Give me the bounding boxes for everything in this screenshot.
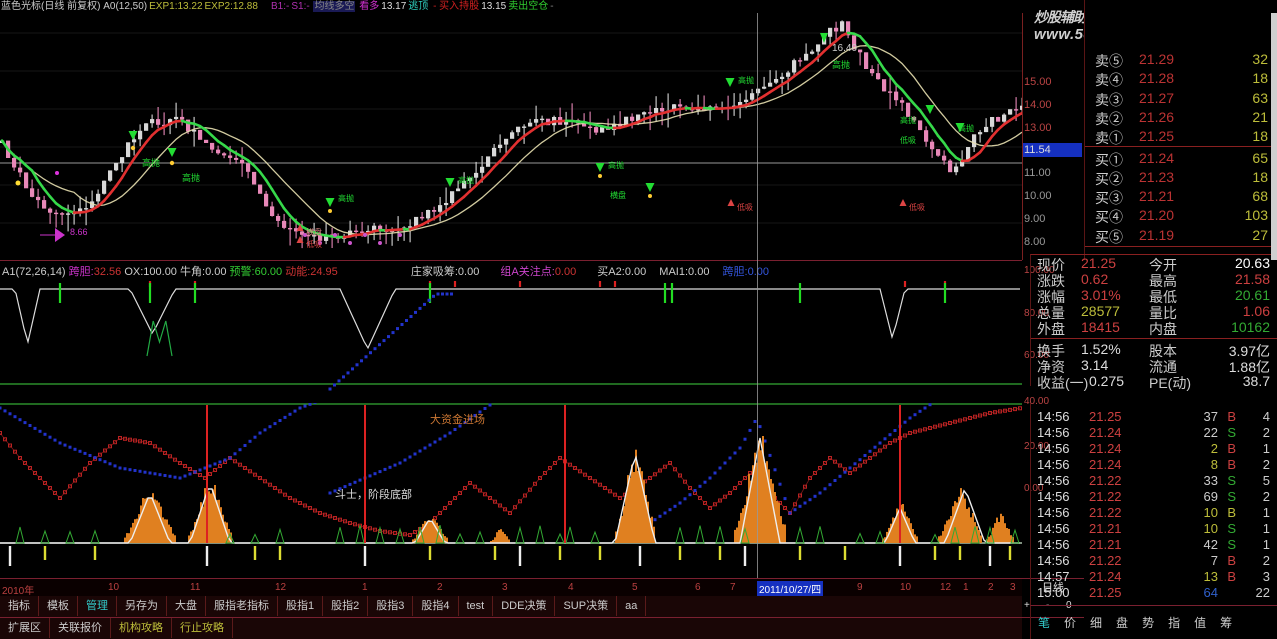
svg-text:低吸: 低吸 [909, 202, 925, 212]
svg-text:高抛: 高抛 [338, 193, 354, 203]
svg-text:大资金进场: 大资金进场 [430, 412, 485, 426]
svg-text:高抛: 高抛 [738, 75, 754, 85]
svg-text:斗士，阶段底部: 斗士，阶段底部 [335, 487, 412, 501]
svg-text:16.40: 16.40 [832, 43, 857, 54]
svg-text:横盘: 横盘 [306, 227, 322, 237]
svg-text:横盘: 横盘 [610, 190, 626, 200]
svg-text:高抛: 高抛 [832, 59, 850, 70]
svg-text:低吸: 低吸 [737, 202, 753, 212]
svg-text:高抛: 高抛 [608, 160, 624, 170]
svg-text:高抛: 高抛 [958, 123, 974, 133]
svg-text:低吸: 低吸 [900, 135, 916, 145]
svg-text:低吸: 低吸 [306, 239, 322, 249]
svg-text:高抛: 高抛 [142, 157, 160, 168]
svg-text:高抛: 高抛 [182, 172, 200, 183]
svg-text:高抛: 高抛 [458, 175, 474, 185]
svg-text:8.66: 8.66 [70, 227, 88, 237]
svg-text:高抛: 高抛 [900, 115, 916, 125]
